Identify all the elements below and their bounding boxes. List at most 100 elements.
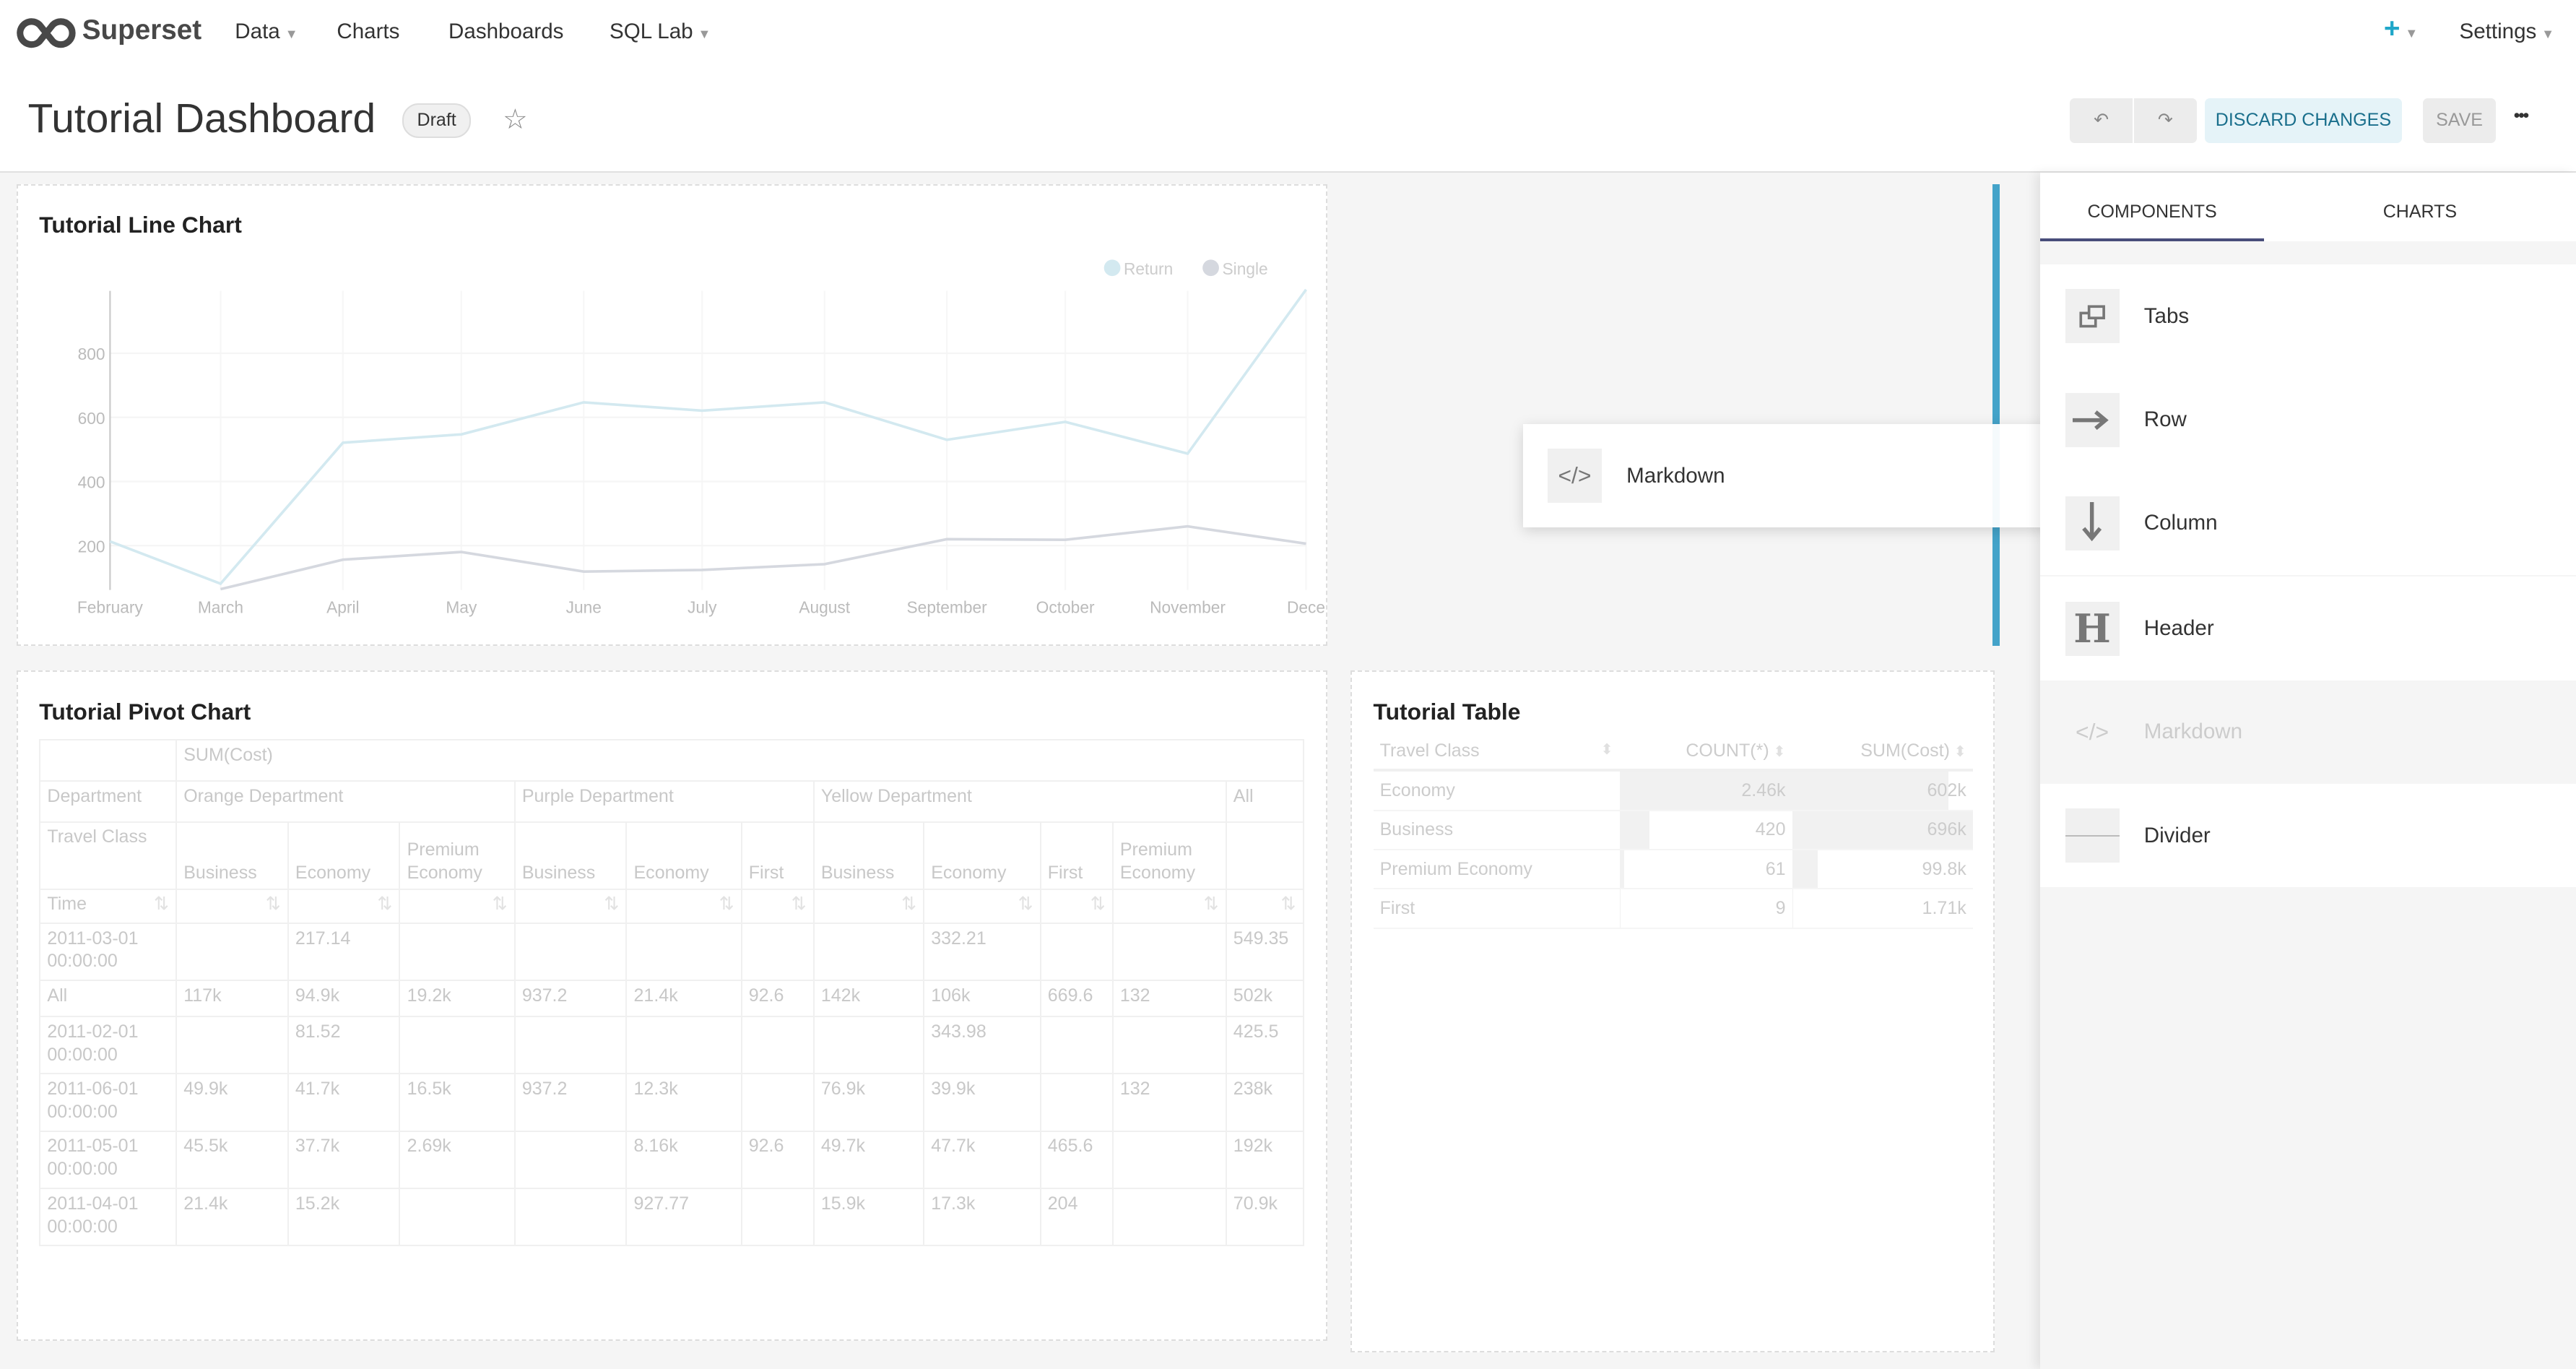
nav-charts[interactable]: Charts (337, 20, 400, 44)
row-label: First (1373, 889, 1620, 929)
arrow-right-icon (2065, 392, 2120, 447)
value-cell (399, 1188, 516, 1247)
value-bar (1619, 850, 1624, 889)
star-icon[interactable]: ☆ (503, 104, 528, 136)
value-cell: 420 (1619, 810, 1792, 850)
legend-marker[interactable] (1202, 259, 1219, 276)
discard-changes-button[interactable]: DISCARD CHANGES (2204, 98, 2402, 143)
class-header: Economy (923, 821, 1041, 890)
table-chart-card[interactable]: Tutorial Table Travel Class ⬍ COUNT(*) ⬍ S… (1350, 670, 1995, 1353)
redo-button[interactable]: ↷ (2134, 98, 2197, 143)
sort-cell: ⇅ (625, 888, 742, 925)
department-header: All (1225, 780, 1304, 823)
line-chart-card[interactable]: Tutorial Line Chart February March April Ma… (16, 183, 1328, 647)
value-cell: 45.5k (175, 1130, 289, 1190)
column-header[interactable]: COUNT(*) ⬍ (1619, 733, 1792, 772)
component-tabs[interactable]: Tabs (2040, 264, 2576, 368)
value-cell: 1.71k (1792, 889, 1973, 929)
value-cell: 2.69k (399, 1130, 516, 1190)
sort-icon[interactable]: ⇅ (901, 894, 917, 915)
markdown-drag-preview[interactable]: </> Markdown (1522, 423, 2064, 528)
nav-data[interactable]: Data ▼ (235, 20, 298, 44)
value-cell: 425.5 (1225, 1016, 1304, 1075)
component-label: Column (2143, 511, 2218, 535)
table-row: Premium Economy 61 99.8k (1373, 849, 1973, 890)
class-header: Premium Economy (399, 821, 516, 890)
sort-icon[interactable]: ⇅ (1018, 894, 1033, 915)
header-row: Travel Class ⬍ COUNT(*) ⬍ SUM(Cost) ⬍ (1373, 733, 1973, 772)
chart-title: Tutorial Pivot Chart (39, 698, 251, 725)
nav-settings[interactable]: Settings ▼ (2460, 20, 2555, 44)
data-table: Travel Class ⬍ COUNT(*) ⬍ SUM(Cost) ⬍ Econo… (1373, 733, 1973, 929)
value-bar (1792, 889, 1793, 928)
row-header: 2011-02-01 00:00:00 (39, 1016, 178, 1075)
component-label: Header (2143, 616, 2214, 641)
value-cell (740, 923, 815, 982)
plus-icon[interactable]: + ▼ (2383, 13, 2419, 45)
column-header[interactable]: SUM(Cost) ⬍ (1792, 733, 1973, 772)
value-cell: 142k (812, 980, 925, 1018)
value-cell: 17.3k (923, 1188, 1041, 1247)
column-header-label: COUNT(*) (1686, 740, 1769, 761)
sort-icon[interactable]: ⇅ (154, 894, 170, 915)
value-bar (1792, 850, 1818, 889)
value-cell (175, 1016, 289, 1075)
sort-icon[interactable]: ⇅ (265, 894, 281, 915)
sort-icon[interactable]: ⇅ (1280, 894, 1296, 915)
legend-marker[interactable] (1103, 259, 1121, 276)
superset-logo-icon[interactable] (17, 17, 76, 49)
column-header[interactable]: Travel Class ⬍ (1373, 733, 1620, 772)
more-options-icon[interactable]: ••• (2513, 105, 2530, 126)
nav-dashboards[interactable]: Dashboards (448, 20, 564, 44)
sort-icon[interactable]: ⇅ (791, 894, 807, 915)
dashboard-header: Tutorial Dashboard Draft ☆ ↶ ↷ DISCARD C… (0, 65, 2576, 173)
sort-icon[interactable]: ⇅ (377, 894, 393, 915)
value-cell (1111, 1188, 1227, 1247)
header-row: Travel Class Business Economy Premium Econo… (39, 821, 1304, 890)
legend-label[interactable]: Single (1222, 259, 1267, 278)
brand-name[interactable]: Superset (82, 14, 202, 46)
sort-icon[interactable]: ⇅ (1203, 894, 1219, 915)
sort-icon[interactable]: ⬍ (1949, 743, 1966, 760)
component-row[interactable]: Row (2040, 368, 2576, 472)
sort-icon[interactable]: ⇅ (492, 894, 508, 915)
value-cell: 465.6 (1039, 1130, 1114, 1190)
tab-charts[interactable]: CHARTS (2263, 172, 2576, 242)
value-cell: 602k (1792, 770, 1973, 811)
legend-label[interactable]: Return (1124, 259, 1173, 278)
save-button[interactable]: SAVE (2423, 98, 2496, 143)
component-column[interactable]: Column (2040, 471, 2576, 576)
sort-icon[interactable]: ⬍ (1769, 743, 1786, 760)
row-label: Premium Economy (1373, 849, 1620, 890)
class-header (1225, 821, 1304, 890)
value-cell: 21.4k (175, 1188, 289, 1247)
metric-header: SUM(Cost) (175, 739, 1304, 782)
pivot-chart-card[interactable]: Tutorial Pivot Chart SUM(Cost) Department… (16, 670, 1328, 1342)
sort-icon[interactable]: ⬍ (1600, 740, 1613, 758)
component-label: Markdown (2143, 720, 2243, 744)
cell-text: Economy (1379, 780, 1455, 801)
row-header: 2011-04-01 00:00:00 (39, 1188, 178, 1247)
component-label: Row (2143, 407, 2187, 432)
x-tick-label: February (77, 597, 144, 616)
sort-icon[interactable]: ⇅ (604, 894, 620, 915)
component-header[interactable]: H Header (2040, 576, 2576, 681)
value-cell (399, 1016, 516, 1075)
sort-icon[interactable]: ⇅ (719, 894, 734, 915)
x-tick-label: April (326, 597, 359, 616)
tab-components[interactable]: COMPONENTS (2040, 172, 2264, 241)
value-cell: 937.2 (513, 1073, 628, 1132)
y-tick-label: 600 (77, 409, 105, 428)
x-tick-label: Dece (1287, 597, 1325, 616)
nav-sql-lab[interactable]: SQL Lab ▼ (610, 20, 711, 44)
undo-button[interactable]: ↶ (2070, 98, 2133, 143)
value-cell: 16.5k (399, 1073, 516, 1132)
sort-icon[interactable]: ⇅ (1090, 894, 1106, 915)
class-header: Economy (287, 821, 401, 890)
value-cell: 49.9k (175, 1073, 289, 1132)
page-title[interactable]: Tutorial Dashboard (27, 95, 376, 142)
table-row: Business 420 696k (1373, 810, 1973, 850)
component-divider[interactable]: Divider (2040, 784, 2576, 888)
class-header: Business (812, 821, 925, 890)
component-markdown[interactable]: </> Markdown (2040, 680, 2576, 785)
